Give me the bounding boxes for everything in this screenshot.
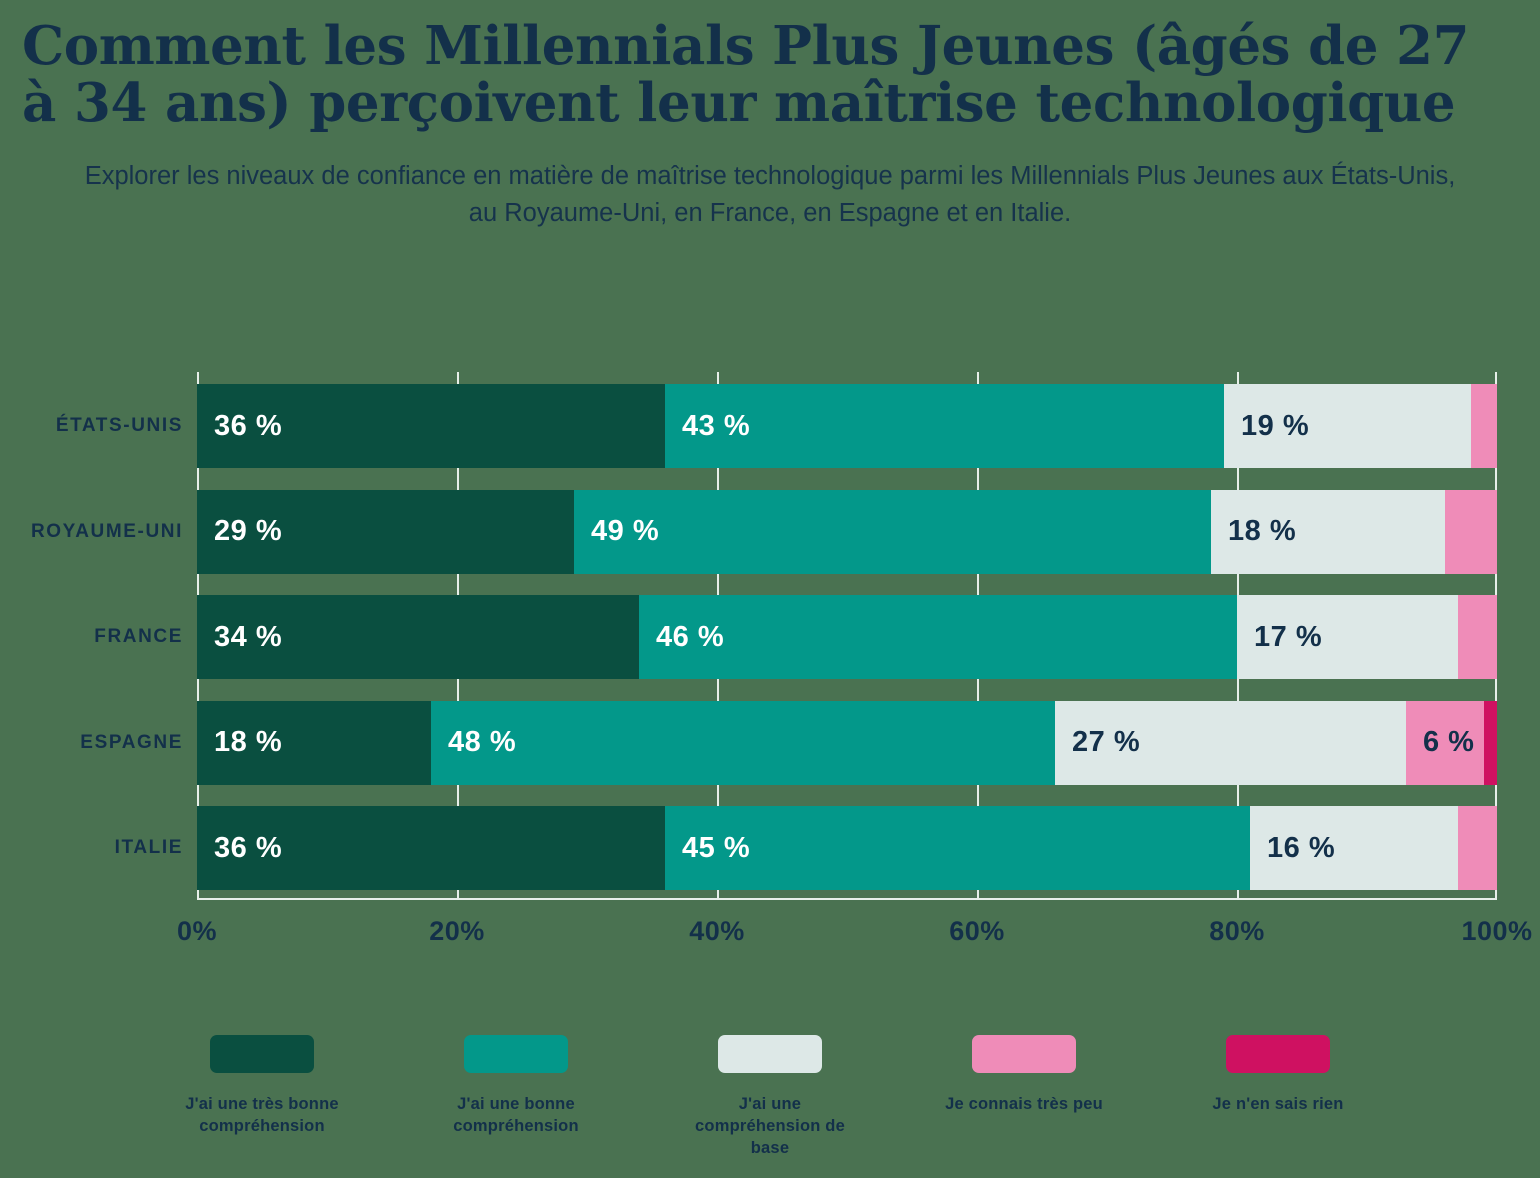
bar-row-label: ÉTATS-UNIS: [55, 415, 183, 436]
bar-segment[interactable]: 29 %: [197, 489, 574, 574]
bar-segment[interactable]: 17 %: [1237, 595, 1458, 679]
plot-area: ÉTATS-UNIS 36 % 43 % 19 % ROYAUME-UNI 29 % 49 …: [31, 372, 1497, 900]
bar-segment[interactable]: 6 %: [1406, 700, 1484, 785]
bar-row-label: ITALIE: [114, 837, 183, 858]
legend-item[interactable]: Je connais très peu: [939, 1035, 1109, 1159]
bar-segment[interactable]: 16 %: [1250, 806, 1458, 890]
bar-segment[interactable]: 43 %: [665, 384, 1224, 468]
bar-segment[interactable]: [1484, 700, 1497, 785]
bar-segment-value: 19 %: [1241, 409, 1310, 442]
bar-segment-value: 34 %: [214, 620, 283, 653]
bar-segment[interactable]: 36 %: [197, 384, 665, 468]
chart-legend: J'ai une très bonne compréhension J'ai un…: [0, 1035, 1540, 1159]
bar-segment[interactable]: 49 %: [574, 489, 1211, 574]
bar-segment-value: 17 %: [1254, 620, 1323, 653]
bar-segment-value: 36 %: [214, 409, 283, 442]
bar-row-label: ESPAGNE: [80, 731, 183, 753]
bar-segment[interactable]: 18 %: [197, 700, 431, 785]
x-axis: 0% 20% 40% 60% 80% 100%: [177, 916, 1532, 960]
bar-segment-value: 46 %: [656, 620, 725, 653]
legend-swatch: [718, 1035, 822, 1073]
legend-swatch: [1226, 1035, 1330, 1073]
x-axis-tick-label: 100%: [1461, 916, 1533, 946]
legend-label: Je connais très peu: [945, 1095, 1103, 1113]
bar-segment[interactable]: 46 %: [639, 595, 1237, 679]
bar-row-label: ROYAUME-UNI: [30, 520, 183, 542]
bar-segment[interactable]: 18 %: [1211, 489, 1445, 574]
x-axis-tick-label: 60%: [949, 916, 1005, 946]
bar-rows: ÉTATS-UNIS 36 % 43 % 19 % ROYAUME-UNI 29 % 49 …: [31, 372, 1497, 900]
bar-segment[interactable]: [1445, 489, 1497, 574]
legend-item[interactable]: J'ai une très bonne compréhension: [177, 1035, 347, 1159]
bar-segment-value: 27 %: [1072, 726, 1141, 758]
legend-item[interactable]: J'ai une compréhension de base: [685, 1035, 855, 1159]
bar-segment-value: 6 %: [1423, 726, 1475, 758]
chart-plot-wrapper: ÉTATS-UNIS 36 % 43 % 19 % ROYAUME-UNI 29 % 49 …: [0, 360, 1540, 960]
bar-segment[interactable]: [1458, 806, 1497, 890]
bar-row-label: FRANCE: [94, 626, 183, 647]
bar-segment-value: 18 %: [214, 726, 283, 758]
bar-segment[interactable]: 19 %: [1224, 384, 1471, 468]
x-axis-tick-label: 20%: [429, 916, 485, 946]
bar-segment-value: 18 %: [1228, 515, 1297, 547]
legend-swatch: [464, 1035, 568, 1073]
bar-segment-value: 43 %: [682, 409, 751, 442]
bar-row[interactable]: FRANCE 34 % 46 % 17 %: [94, 595, 1497, 679]
chart-header: Comment les Millennials Plus Jeunes (âgé…: [0, 0, 1540, 232]
legend-item[interactable]: Je n'en sais rien: [1193, 1035, 1363, 1159]
legend-label: J'ai une compréhension de base: [695, 1095, 845, 1157]
bar-segment[interactable]: 36 %: [197, 806, 665, 890]
bar-segment[interactable]: 34 %: [197, 595, 639, 679]
bar-segment-value: 29 %: [214, 515, 283, 547]
legend-label: J'ai une bonne compréhension: [453, 1095, 579, 1135]
legend-swatch: [972, 1035, 1076, 1073]
x-axis-tick-label: 0%: [176, 916, 218, 946]
bar-segment[interactable]: 27 %: [1055, 700, 1406, 785]
bar-segment[interactable]: [1458, 595, 1497, 679]
legend-swatch: [210, 1035, 314, 1073]
bar-segment-value: 36 %: [214, 831, 283, 864]
x-axis-tick-label: 80%: [1209, 916, 1265, 946]
bar-segment[interactable]: 48 %: [431, 700, 1055, 785]
bar-segment-value: 45 %: [682, 831, 751, 864]
bar-row[interactable]: ÉTATS-UNIS 36 % 43 % 19 %: [56, 384, 1497, 468]
bar-segment-value: 16 %: [1267, 831, 1336, 864]
bar-segment[interactable]: 45 %: [665, 806, 1250, 890]
chart-subtitle: Explorer les niveaux de confiance en mat…: [84, 162, 1456, 228]
bar-segment-value: 49 %: [591, 515, 660, 547]
bar-row[interactable]: ITALIE 36 % 45 % 16 %: [115, 806, 1497, 890]
bar-row[interactable]: ESPAGNE 18 % 48 % 27 % 6 %: [80, 700, 1497, 785]
bar-segment[interactable]: [1471, 384, 1497, 468]
bar-row[interactable]: ROYAUME-UNI 29 % 49 % 18 %: [31, 489, 1497, 574]
legend-item[interactable]: J'ai une bonne compréhension: [431, 1035, 601, 1159]
legend-label: J'ai une très bonne compréhension: [185, 1095, 339, 1135]
bar-segment-value: 48 %: [448, 726, 517, 758]
legend-label: Je n'en sais rien: [1212, 1095, 1344, 1113]
x-axis-tick-label: 40%: [689, 916, 745, 946]
page-title: Comment les Millennials Plus Jeunes (âgé…: [22, 15, 1470, 135]
